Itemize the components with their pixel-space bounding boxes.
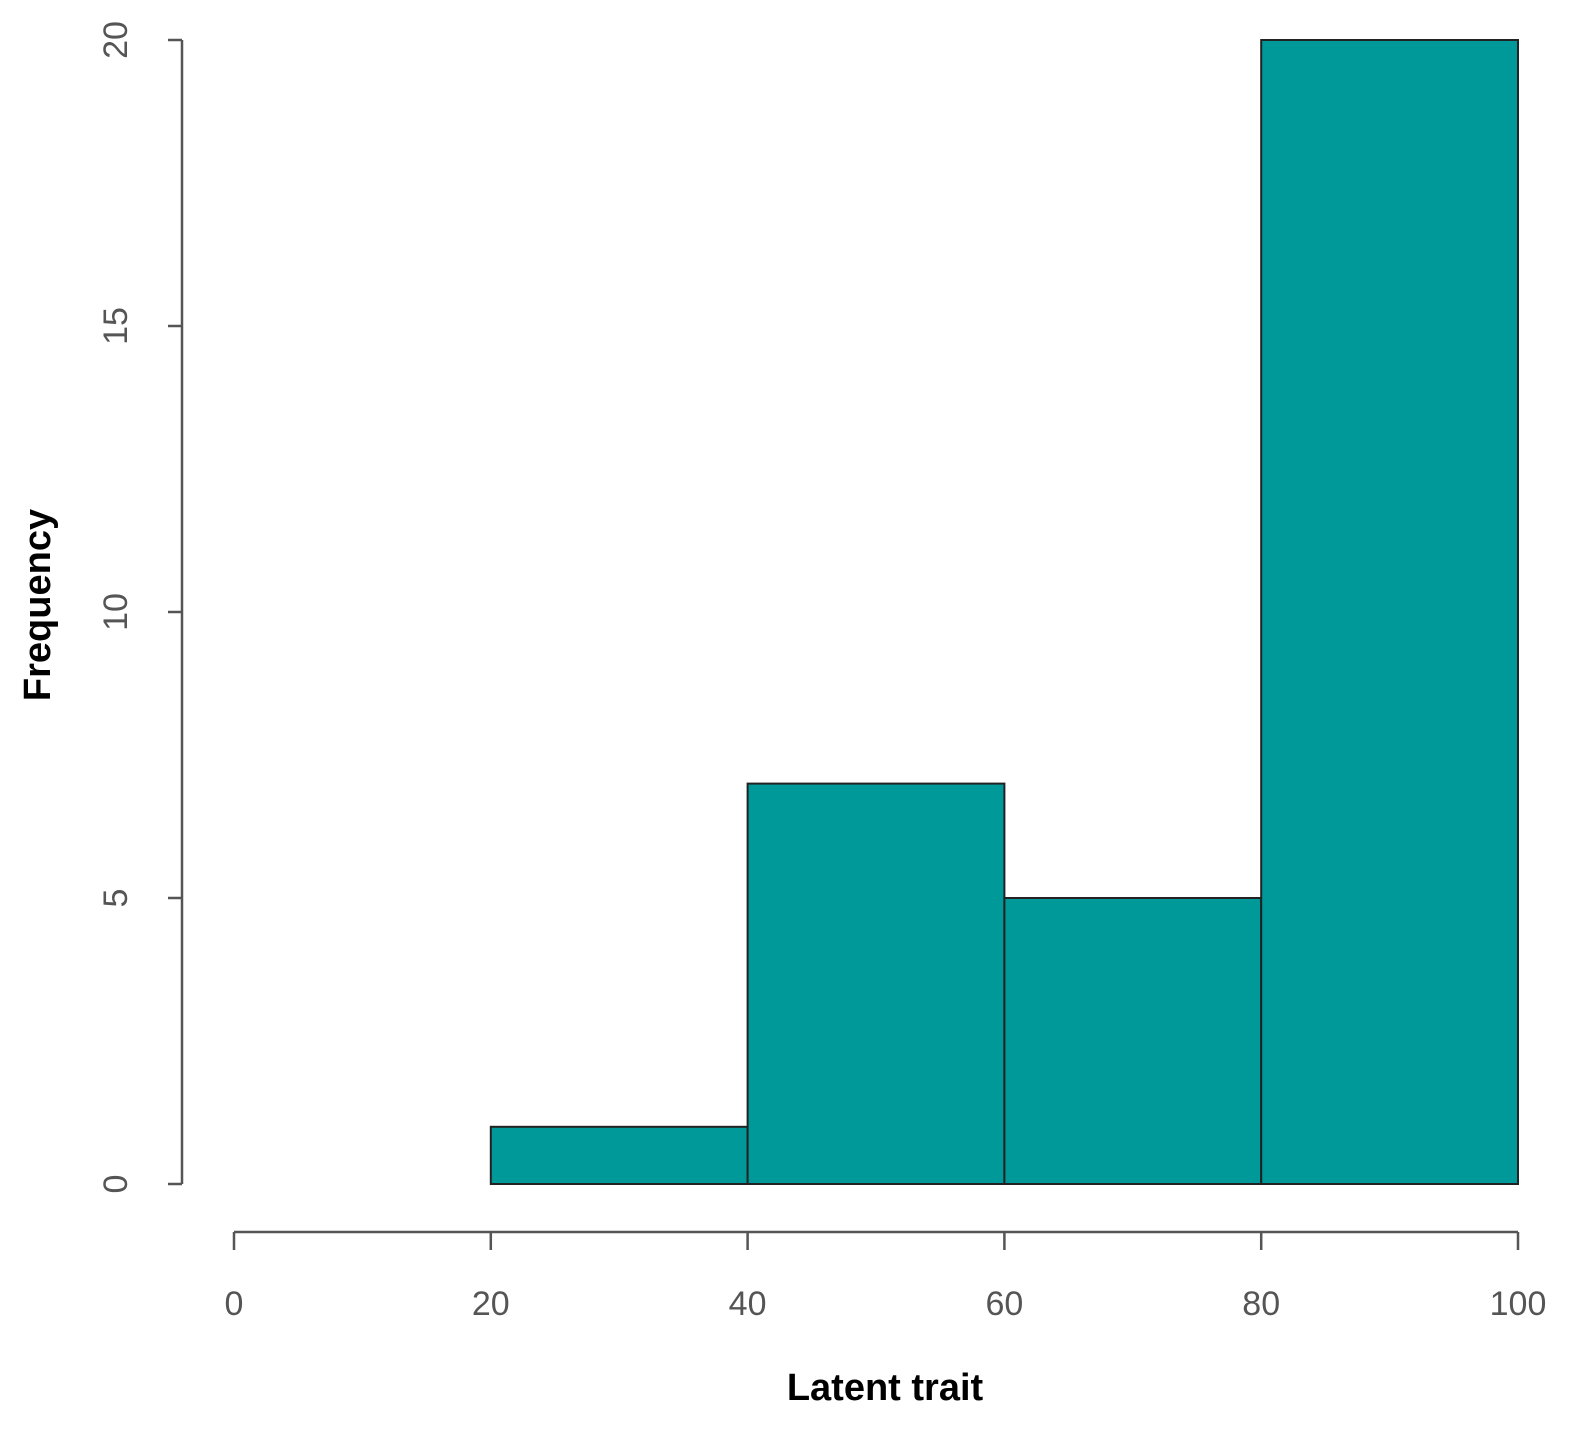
x-tick-label: 0	[225, 1285, 244, 1323]
y-tick-label: 15	[97, 307, 135, 345]
bar	[746, 782, 1006, 1185]
x-tick-label: 80	[1242, 1285, 1280, 1323]
x-tick-label: 40	[729, 1285, 767, 1323]
x-axis-label: Latent trait	[787, 1367, 984, 1409]
y-axis-label: Frequency	[17, 509, 59, 701]
x-tick-label: 20	[472, 1285, 510, 1323]
bar	[1003, 897, 1263, 1185]
x-tick-label: 100	[1490, 1285, 1547, 1323]
bar	[1260, 39, 1519, 1185]
bar	[489, 1125, 749, 1186]
y-tick-label: 10	[97, 593, 135, 631]
x-tick-label: 60	[985, 1285, 1023, 1323]
y-tick-label: 20	[97, 21, 135, 59]
y-tick-label: 0	[97, 1175, 135, 1194]
y-tick-label: 5	[97, 889, 135, 908]
